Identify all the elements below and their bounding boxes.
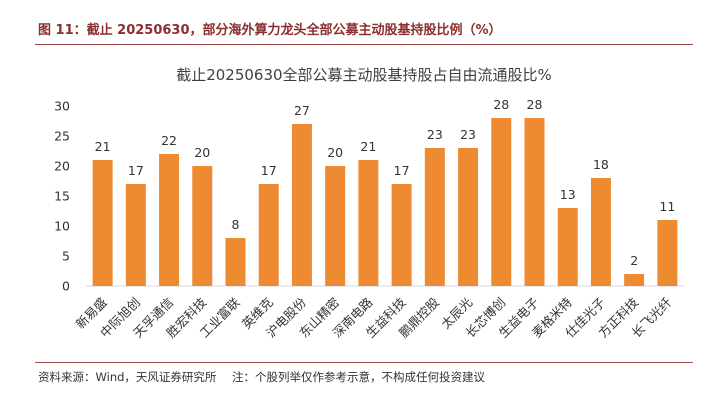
bar: [657, 220, 678, 286]
data-label: 18: [593, 157, 609, 172]
data-label: 22: [161, 133, 177, 148]
chart-title: 截止20250630全部公募主动股基持股占自由流通股比%: [176, 66, 552, 84]
data-labels: 21 17 22 20 8 17 27 20 21 17 23 23 28 28 13 18 2 11: [95, 97, 676, 268]
x-category-labels: 新易盛中际旭创天孚通信胜宏科技工业富联英维克沪电股份东山精密深南电路生益科技鹏鼎…: [73, 294, 675, 340]
data-label: 28: [527, 97, 543, 112]
y-tick-label: 0: [62, 279, 70, 294]
y-tick-label: 30: [54, 99, 70, 114]
data-label: 17: [261, 163, 277, 178]
y-tick-label: 10: [54, 219, 70, 234]
bar: [524, 118, 545, 286]
bar: [624, 274, 645, 286]
data-label: 20: [327, 145, 343, 160]
bar: [291, 124, 312, 286]
bar: [391, 184, 412, 286]
data-label: 2: [630, 253, 638, 268]
disclaimer-note: 注：个股列举仅作参考示意，不构成任何投资建议: [232, 370, 485, 384]
bottom-divider: [35, 362, 693, 363]
bar: [424, 148, 445, 286]
bar: [192, 166, 213, 286]
bar: [358, 160, 379, 286]
bar: [325, 166, 346, 286]
y-tick-label: 25: [54, 129, 70, 144]
data-label: 13: [560, 187, 576, 202]
bars: [92, 118, 678, 286]
y-tick-label: 15: [54, 189, 70, 204]
data-label: 27: [294, 103, 310, 118]
data-label: 17: [128, 163, 144, 178]
y-tick-label: 5: [62, 249, 70, 264]
figure-caption: 图 11：截止 20250630，部分海外算力龙头全部公募主动股基持股比例（%）: [38, 23, 502, 38]
bar: [590, 178, 611, 286]
bar: [159, 154, 180, 286]
bar: [125, 184, 146, 286]
data-label: 20: [194, 145, 210, 160]
data-label: 21: [95, 139, 111, 154]
data-label: 17: [394, 163, 410, 178]
data-label: 28: [493, 97, 509, 112]
bar: [225, 238, 246, 286]
data-label: 11: [659, 199, 675, 214]
data-label: 23: [427, 127, 443, 142]
y-tick-label: 20: [54, 159, 70, 174]
bar: [258, 184, 279, 286]
bar: [92, 160, 113, 286]
data-label: 21: [360, 139, 376, 154]
bar: [458, 148, 479, 286]
bar: [491, 118, 512, 286]
data-label: 8: [232, 217, 240, 232]
data-label: 23: [460, 127, 476, 142]
y-axis-ticks: 0 5 10 15 20 25 30: [54, 99, 70, 294]
top-divider: [35, 44, 693, 45]
source-note: 资料来源：Wind，天风证券研究所: [38, 370, 217, 384]
bar: [557, 208, 578, 286]
